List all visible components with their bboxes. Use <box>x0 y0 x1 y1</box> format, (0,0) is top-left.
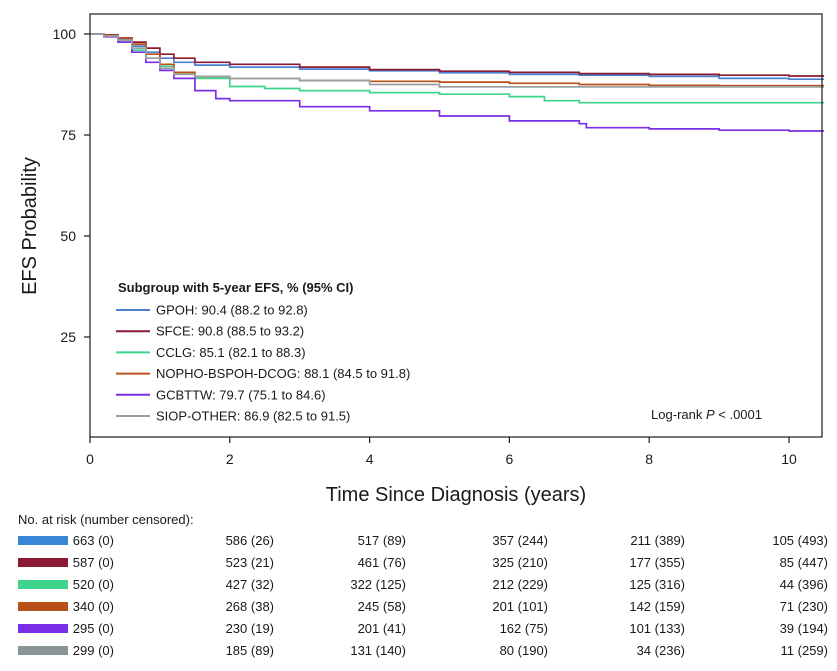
risk-row-6: 299 (0) 185 (89) 131 (140) 80 (190) 34 (236)… <box>18 643 828 659</box>
risk-cell: 427 (32) <box>225 577 274 592</box>
plot-frame <box>89 13 823 438</box>
risk-cell: 325 (210) <box>492 555 548 570</box>
series-line-3 <box>90 33 824 104</box>
risk-cell: 105 (493) <box>772 533 828 548</box>
x-tick-label: 0 <box>86 451 94 467</box>
x-tick-label: 8 <box>645 451 653 467</box>
risk-cell: 131 (140) <box>350 643 406 658</box>
y-tick-label: 25 <box>60 329 76 345</box>
risk-cell: 461 (76) <box>357 555 406 570</box>
risk-swatch <box>18 580 68 589</box>
series-line-2 <box>90 33 824 77</box>
risk-cell: 39 (194) <box>779 621 828 636</box>
risk-cell: 212 (229) <box>492 577 548 592</box>
risk-row-5: 295 (0) 230 (19) 201 (41) 162 (75) 101 (133)… <box>18 621 828 637</box>
log-rank-annotation: Log-rank P < .0001 <box>651 407 762 422</box>
risk-row-3: 520 (0) 427 (32) 322 (125) 212 (229) 125 (31… <box>18 577 828 593</box>
x-tick-label: 10 <box>781 451 797 467</box>
risk-swatch <box>18 602 68 611</box>
risk-cell: 295 (0) <box>72 621 114 636</box>
risk-cell: 211 (389) <box>630 533 685 548</box>
risk-cell: 230 (19) <box>225 621 274 636</box>
x-tick-label: 4 <box>366 451 374 467</box>
risk-cell: 586 (26) <box>225 533 274 548</box>
risk-swatch <box>18 558 68 567</box>
risk-cell: 44 (396) <box>779 577 828 592</box>
risk-cell: 340 (0) <box>72 599 114 614</box>
risk-cell: 34 (236) <box>636 643 685 658</box>
risk-row-2: 587 (0) 523 (21) 461 (76) 325 (210) 177 (355… <box>18 555 828 571</box>
y-tick-label: 75 <box>60 127 76 143</box>
risk-cell: 201 (101) <box>492 599 548 614</box>
legend-label-3: CCLG: 85.1 (82.1 to 88.3) <box>156 345 306 360</box>
legend-label-6: SIOP-OTHER: 86.9 (82.5 to 91.5) <box>156 409 350 424</box>
risk-cell: 162 (75) <box>499 621 548 636</box>
legend-label-2: SFCE: 90.8 (88.5 to 93.2) <box>156 324 304 339</box>
legend-label-5: GCBTTW: 79.7 (75.1 to 84.6) <box>156 387 326 402</box>
risk-cell: 185 (89) <box>225 643 274 658</box>
x-tick-label: 6 <box>506 451 514 467</box>
risk-row-1: 663 (0) 586 (26) 517 (89) 357 (244) 211 (389… <box>18 533 828 549</box>
risk-cell: 80 (190) <box>499 643 548 658</box>
risk-table-title: No. at risk (number censored): <box>18 512 194 527</box>
series-line-5 <box>90 33 824 132</box>
legend-label-1: GPOH: 90.4 (88.2 to 92.8) <box>156 303 308 318</box>
risk-cell: 322 (125) <box>350 577 406 592</box>
risk-cell: 201 (41) <box>357 621 406 636</box>
risk-cell: 101 (133) <box>629 621 685 636</box>
legend-label-4: NOPHO-BSPOH-DCOG: 88.1 (84.5 to 91.8) <box>156 366 410 381</box>
risk-cell: 523 (21) <box>225 555 274 570</box>
y-axis-label: EFS Probability <box>19 157 41 295</box>
risk-swatch <box>18 536 68 545</box>
x-axis-label: Time Since Diagnosis (years) <box>326 484 586 506</box>
x-tick-label: 2 <box>226 451 234 467</box>
risk-cell: 245 (58) <box>357 599 406 614</box>
risk-swatch <box>18 646 68 655</box>
risk-cell: 71 (230) <box>779 599 828 614</box>
risk-cell: 299 (0) <box>72 643 114 658</box>
series-line-1 <box>90 33 824 81</box>
risk-cell: 520 (0) <box>72 577 114 592</box>
risk-cell: 663 (0) <box>72 533 114 548</box>
series-line-6 <box>90 33 824 88</box>
risk-swatch <box>18 624 68 633</box>
legend-title: Subgroup with 5-year EFS, % (95% CI) <box>118 280 353 295</box>
risk-cell: 587 (0) <box>72 555 114 570</box>
risk-row-4: 340 (0) 268 (38) 245 (58) 201 (101) 142 (159… <box>18 599 828 615</box>
risk-cell: 357 (244) <box>492 533 548 548</box>
risk-cell: 11 (259) <box>780 643 828 658</box>
y-tick-label: 50 <box>60 228 76 244</box>
risk-cell: 125 (316) <box>629 577 685 592</box>
y-tick-label: 100 <box>53 26 77 42</box>
risk-cell: 517 (89) <box>357 533 406 548</box>
risk-cell: 142 (159) <box>629 599 685 614</box>
risk-cell: 177 (355) <box>629 555 685 570</box>
risk-cell: 85 (447) <box>779 555 828 570</box>
risk-cell: 268 (38) <box>225 599 274 614</box>
